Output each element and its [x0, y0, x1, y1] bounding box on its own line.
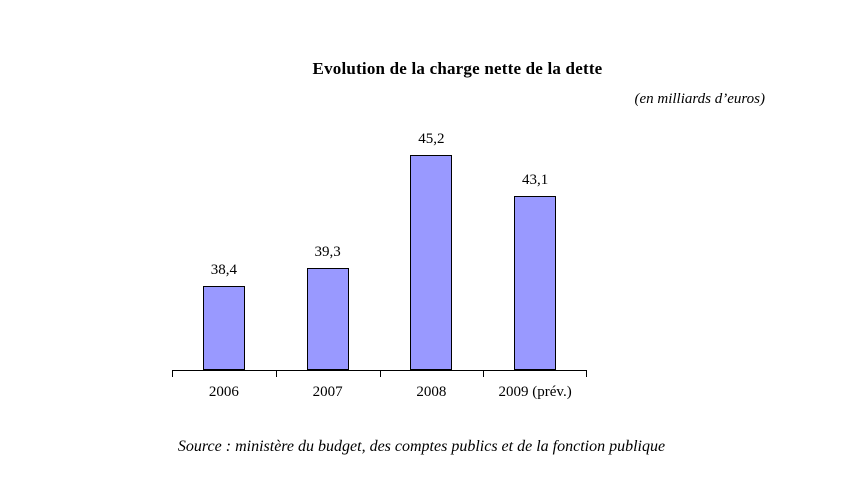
chart-subtitle: (en milliards d’euros)	[634, 91, 765, 107]
x-axis-label: 2009 (prév.)	[498, 384, 572, 400]
bar-2009	[514, 196, 557, 370]
plot-area: 38,4 39,3 45,2 43,1	[172, 131, 587, 377]
bar-value-label: 39,3	[314, 244, 341, 260]
axis-tick	[172, 370, 173, 377]
axis-tick	[379, 370, 381, 377]
bar-value-label: 45,2	[418, 131, 445, 147]
bar-value-label: 38,4	[210, 262, 237, 278]
bar-value-label: 43,1	[522, 172, 549, 188]
x-axis-label: 2006	[208, 384, 239, 400]
x-axis-labels: 2006 2007 2008 2009 (prév.)	[172, 384, 587, 401]
bar-2008	[410, 155, 453, 370]
source-caption: Source : ministère du budget, des compte…	[177, 438, 666, 455]
bar-2006	[202, 286, 245, 370]
axis-tick	[275, 370, 277, 377]
chart-title: Evolution de la charge nette de la dette	[312, 59, 603, 78]
x-axis-label: 2008	[416, 384, 447, 400]
axis-tick	[483, 370, 485, 377]
x-axis-label: 2007	[312, 384, 343, 400]
bar-2007	[306, 268, 349, 370]
axis-tick	[586, 370, 587, 377]
